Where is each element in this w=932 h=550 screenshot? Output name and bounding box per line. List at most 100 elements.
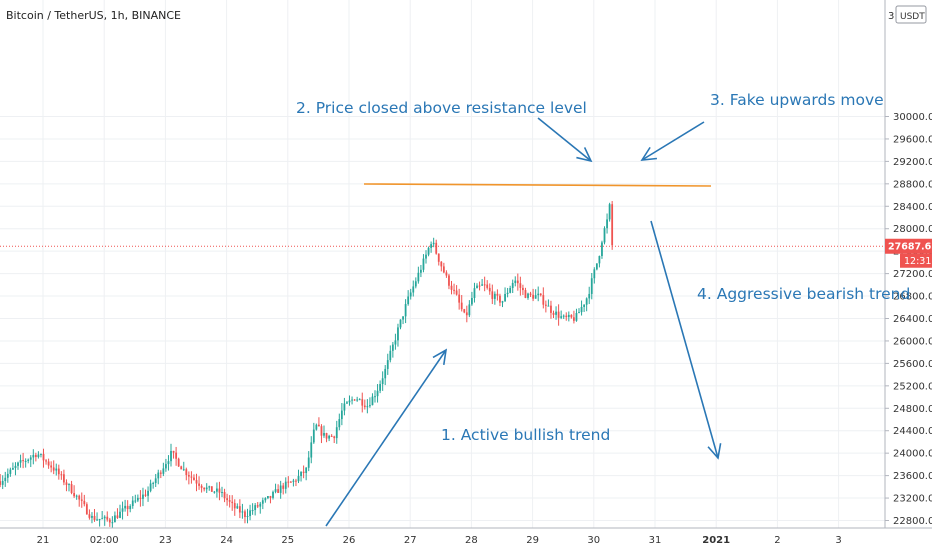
candle-body (391, 344, 394, 351)
candle-up (346, 400, 348, 405)
candle-up (425, 250, 427, 264)
candle-body (450, 285, 453, 290)
candle-up (575, 308, 578, 322)
candle-body (126, 505, 129, 510)
time-axis[interactable] (0, 528, 932, 550)
candle-up (417, 266, 420, 284)
candle-body (539, 293, 542, 296)
candle-body (78, 495, 81, 500)
candle-up (534, 289, 537, 299)
candle-body (493, 293, 496, 299)
candle-body (562, 315, 565, 317)
candle-body (83, 500, 86, 505)
candle-body (114, 515, 116, 523)
currency-button[interactable]: 3 USDT (888, 5, 927, 24)
candle-down (353, 399, 356, 401)
x-tick-label: 29 (526, 535, 539, 546)
candle-down (238, 499, 241, 519)
candle-down (483, 276, 486, 292)
annotation-3: 3. Fake upwards move (710, 91, 884, 109)
countdown-bg (900, 253, 932, 268)
candle-down (218, 481, 221, 501)
candle-body (335, 427, 338, 439)
candle-down (295, 478, 297, 487)
candle-body (346, 402, 348, 404)
candle-down (144, 489, 147, 497)
candle-body (593, 269, 596, 279)
candle-up (369, 397, 371, 408)
candle-down (363, 399, 366, 410)
candle-up (420, 264, 422, 278)
candle-body (47, 461, 50, 466)
candle-down (442, 262, 445, 274)
candle-up (236, 503, 239, 509)
candle-down (108, 517, 111, 527)
candle-up (1, 475, 4, 490)
candle-body (272, 491, 274, 498)
candle-body (147, 490, 149, 496)
candle-body (611, 204, 614, 246)
candle-down (333, 435, 336, 444)
candle-body (320, 426, 323, 436)
arrow-resistance[interactable] (537, 117, 593, 163)
candle-up (17, 461, 19, 470)
candle-down (529, 291, 532, 297)
candle-up (473, 282, 476, 303)
candle-body (527, 293, 529, 298)
y-tick-label: 22800.00 (893, 516, 932, 527)
candle-body (573, 317, 575, 321)
candle-body (310, 442, 313, 458)
candle-up (340, 402, 343, 426)
arrow-fake[interactable] (640, 121, 705, 161)
candle-down (193, 474, 195, 481)
annotation-1: 1. Active bullish trend (441, 426, 610, 444)
arrow-bearish[interactable] (650, 220, 722, 460)
candle-body (259, 503, 262, 507)
candles (0, 201, 614, 528)
candle-body (142, 494, 144, 499)
candle-down (228, 495, 231, 508)
candle-down (210, 486, 213, 492)
candle-up (585, 297, 588, 312)
candle-body (223, 492, 226, 499)
candle-body (185, 469, 188, 476)
candle-down (78, 494, 81, 507)
candle-body (159, 472, 162, 474)
candle-body (468, 304, 471, 316)
candle-body (389, 350, 392, 361)
candle-up (246, 508, 249, 524)
candle-body (139, 497, 142, 499)
candle-body (121, 508, 124, 512)
candle-up (305, 466, 308, 481)
y-tick-label: 23200.00 (893, 494, 932, 505)
candle-down (450, 280, 453, 295)
candle-body (353, 399, 356, 401)
candle-body (254, 505, 257, 511)
candle-up (476, 283, 478, 289)
candle-down (65, 479, 68, 492)
currency-button-box (895, 5, 927, 24)
candle-down (223, 488, 226, 503)
candle-down (302, 465, 305, 479)
candle-up (101, 511, 104, 520)
candle-up (430, 241, 433, 253)
candle-body (274, 489, 277, 492)
candle-body (154, 478, 157, 484)
candle-body (422, 258, 425, 270)
candle-body (522, 287, 524, 291)
candle-down (437, 253, 440, 266)
candle-up (312, 422, 315, 444)
candle-body (374, 396, 376, 398)
annotation-4: 4. Aggressive bearish trend (697, 285, 910, 303)
y-tick-label: 30000.00 (893, 112, 932, 123)
candle-body (465, 312, 468, 316)
candle-body (453, 289, 455, 291)
arrow-bullish[interactable] (325, 348, 448, 527)
candle-down (200, 484, 203, 493)
candle-body (73, 493, 76, 497)
candle-body (261, 500, 264, 504)
candle-up (216, 482, 218, 498)
resistance-line[interactable] (363, 183, 712, 187)
candle-body (106, 516, 109, 520)
